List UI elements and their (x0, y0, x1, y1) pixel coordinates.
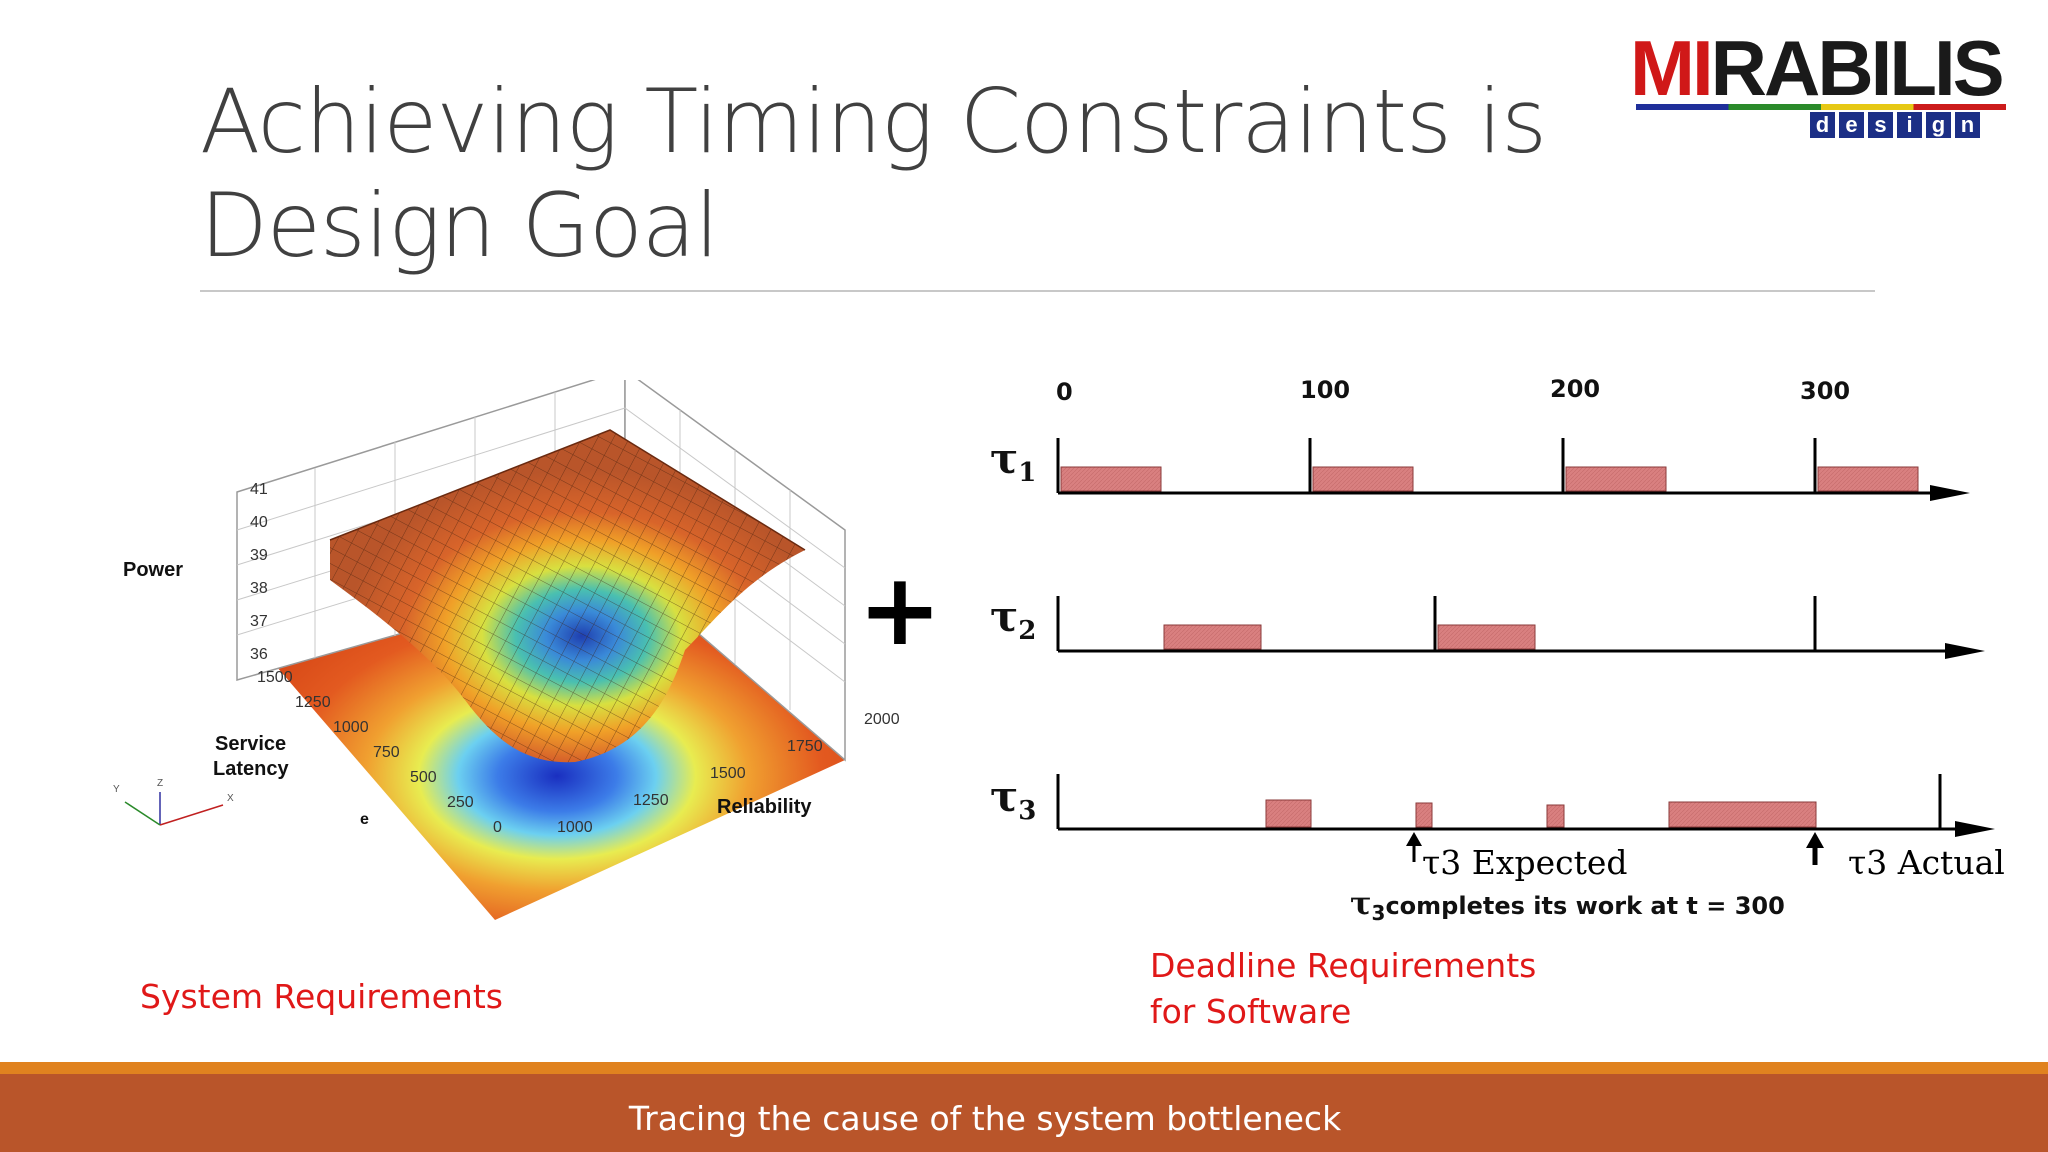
footer-bar (0, 1062, 2048, 1152)
logo-letter: e (1839, 112, 1864, 138)
footer-text: Tracing the cause of the system bottlene… (628, 1099, 1342, 1138)
task-1-block (1312, 466, 1414, 492)
time-label: 0 (1056, 378, 1073, 406)
z-tick: 38 (250, 580, 268, 597)
mirabilis-logo: MIRABILIS d e s i g n (1630, 28, 2015, 138)
logo-letter: d (1810, 112, 1835, 138)
z-tick: 36 (250, 646, 268, 663)
logo-wordmark-black: RABILIS (1710, 24, 2005, 112)
x-tick: 1500 (710, 765, 746, 782)
x-tick: 1750 (787, 738, 823, 755)
x-tick: 1250 (633, 792, 669, 809)
time-label: 300 (1800, 377, 1850, 405)
timing-diagram: 0 100 200 300 τ1 τ2 τ3 (990, 375, 2005, 925)
x-tick: 2000 (864, 711, 900, 728)
axis-icon-label: Z (157, 778, 163, 789)
task-1-block (1060, 466, 1162, 492)
surface-plot: 41 40 39 38 37 36 1500 1250 1000 750 500… (113, 380, 900, 920)
plus-sign: + (858, 551, 942, 668)
y-tick: 250 (447, 794, 474, 811)
logo-letter: g (1926, 112, 1951, 138)
task-3-block (1546, 804, 1565, 828)
axis-icon-label: Y (113, 784, 120, 795)
expected-arrow (1406, 832, 1422, 862)
y-tick: 750 (373, 744, 400, 761)
time-label: 100 (1300, 376, 1350, 404)
title-divider (200, 290, 1875, 292)
logo-wordmark: MIRABILIS (1630, 28, 2005, 108)
slide-title: Achieving Timing Constraints is Design G… (200, 70, 1547, 277)
z-tick: 37 (250, 613, 268, 630)
task-row-1 (1056, 438, 1970, 501)
y-axis-label-line2: Latency (213, 758, 289, 780)
x-axis-label: Reliability (717, 796, 812, 818)
task-3-block (1668, 801, 1817, 828)
task-label-2: τ2 (990, 592, 1036, 646)
task-row-3 (1056, 774, 1995, 837)
system-requirements-caption: System Requirements (140, 977, 503, 1016)
z-tick: 41 (250, 481, 268, 498)
task-3-block (1415, 802, 1433, 828)
stray-label: e (360, 811, 369, 828)
y-tick: 1250 (295, 694, 331, 711)
footer-accent-stripe (0, 1062, 2048, 1074)
logo-design-boxes: d e s i g n (1810, 112, 1980, 138)
task-2-block (1163, 624, 1262, 650)
y-tick: 0 (493, 819, 502, 836)
actual-arrow (1806, 832, 1824, 865)
axis-icon-label: X (227, 793, 234, 804)
z-tick: 39 (250, 547, 268, 564)
z-tick: 40 (250, 514, 268, 531)
task-1-block (1817, 466, 1919, 492)
logo-letter: s (1868, 112, 1893, 138)
z-axis-label: Power (123, 559, 183, 581)
deadline-requirements-caption-line1: Deadline Requirements (1150, 946, 1537, 985)
axis-orientation-icon: Y Z X (113, 778, 234, 826)
actual-label: τ3 Actual (1848, 843, 2005, 882)
deadline-requirements-caption-line2: for Software (1150, 992, 1352, 1031)
time-label: 200 (1550, 375, 1600, 403)
y-tick: 500 (410, 769, 437, 786)
completion-note: τ3completes its work at t = 300 (1350, 884, 1785, 925)
task-3-block (1265, 799, 1312, 828)
y-axis-label-line1: Service (215, 733, 286, 755)
logo-color-stripe (1636, 104, 2006, 110)
logo-wordmark-red: MI (1630, 24, 1714, 112)
x-tick: 1000 (557, 819, 593, 836)
task-label-3: τ3 (990, 772, 1036, 826)
y-tick: 1000 (333, 719, 369, 736)
task-1-block (1565, 466, 1667, 492)
task-label-1: τ1 (990, 434, 1036, 488)
expected-label: τ3 Expected (1422, 843, 1628, 882)
task-row-2 (1056, 596, 1985, 659)
y-tick: 1500 (257, 669, 293, 686)
logo-letter: n (1955, 112, 1980, 138)
logo-letter: i (1897, 112, 1922, 138)
task-2-block (1437, 624, 1536, 650)
